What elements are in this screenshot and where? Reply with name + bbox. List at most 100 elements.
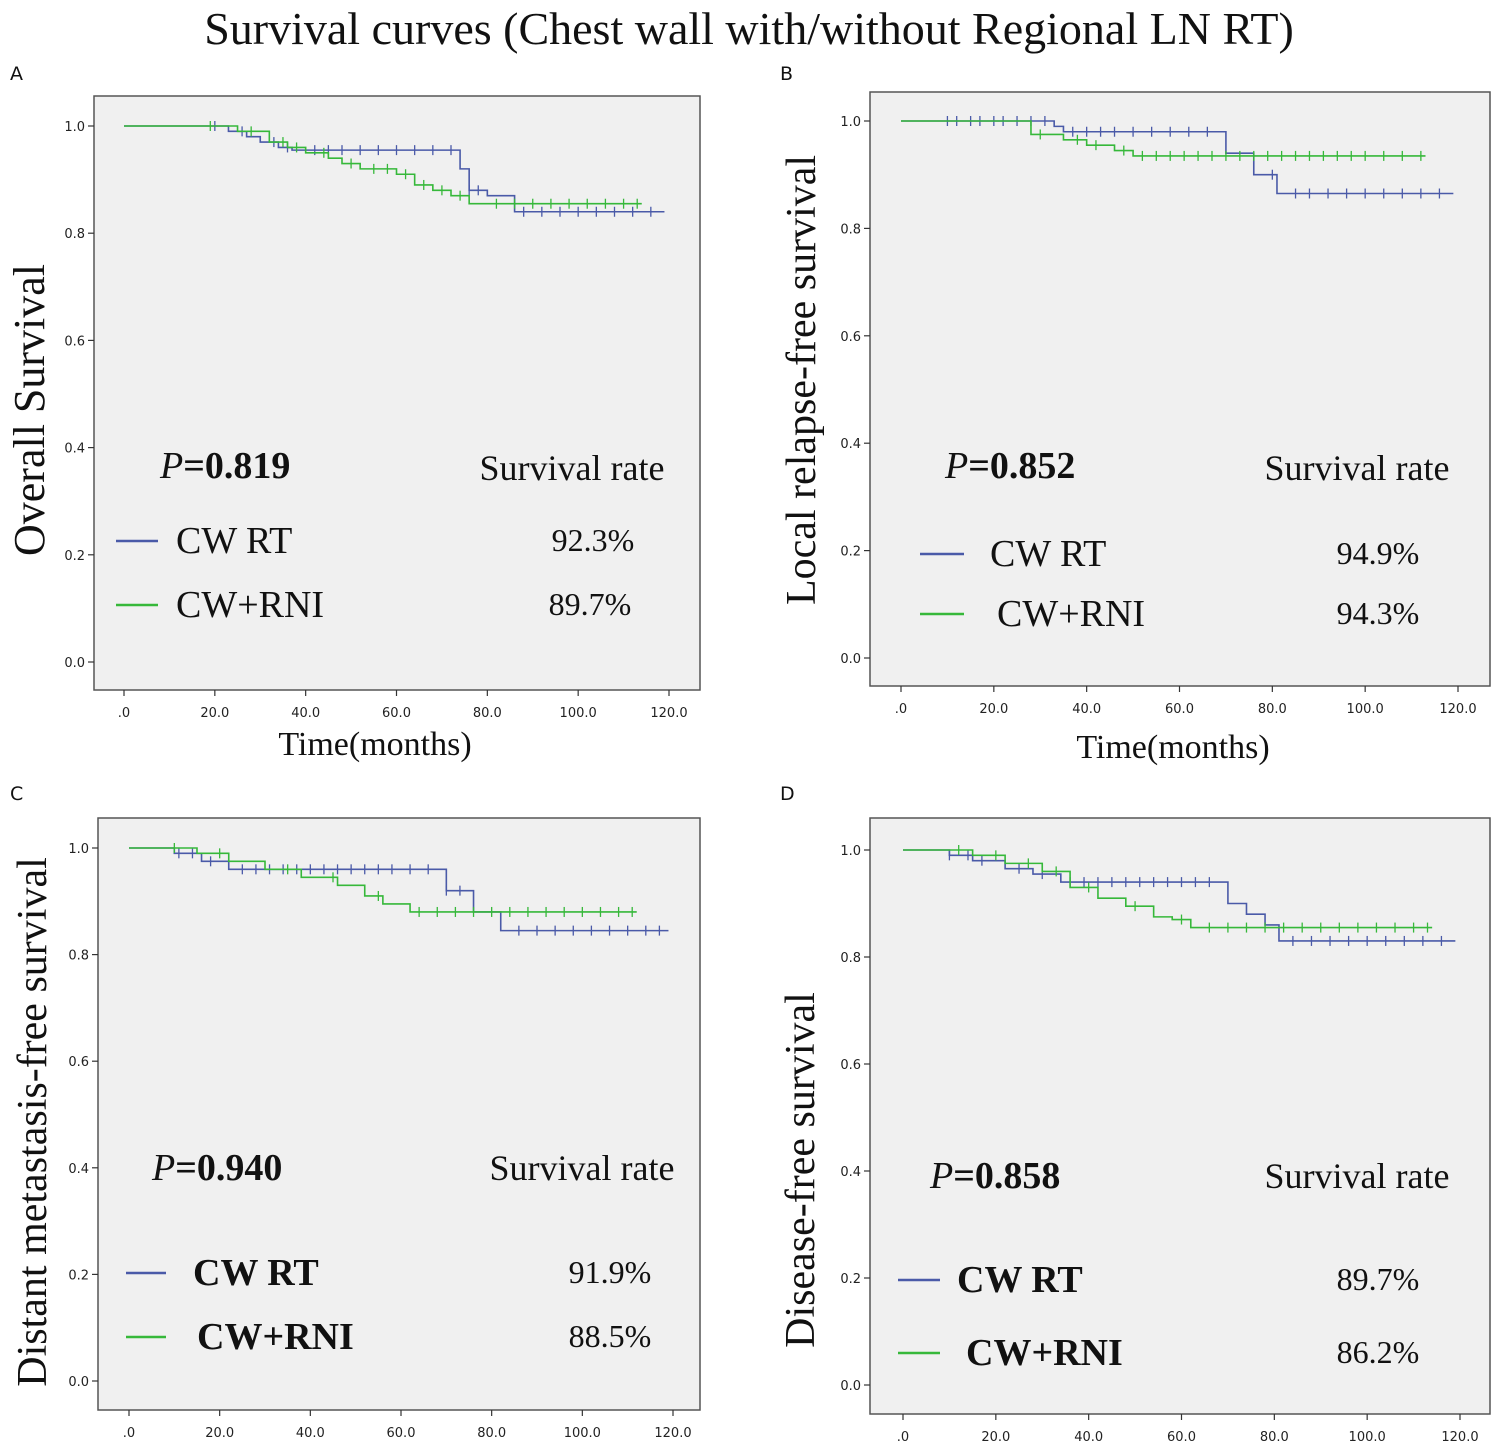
plot-area <box>869 91 1491 687</box>
y-tick-label: 0.6 <box>64 334 85 349</box>
y-tick-label: 0.2 <box>840 545 861 560</box>
x-tick-label: .0 <box>118 706 130 721</box>
x-tick-label: 80.0 <box>1258 702 1287 717</box>
x-axis-label: Time(months) <box>1076 729 1269 766</box>
y-tick-label: 0.8 <box>840 951 861 966</box>
panel-c: C 0.0 0.2 0.4 0.6 0.8 1.0 .0 20.0 40.0 60.0 80.0 100… <box>10 783 701 1441</box>
x-tick-label: 60.0 <box>387 1426 416 1441</box>
panel-d: D 0.0 0.2 0.4 0.6 0.8 1.0 .0 20.0 40.0 60.0 80.0 100… <box>778 783 1491 1445</box>
y-tick-label: 1.0 <box>840 115 861 130</box>
y-tick-label: 1.0 <box>64 120 85 135</box>
y-tick-label: 0.4 <box>68 1162 89 1177</box>
x-tick-label: 20.0 <box>200 706 229 721</box>
legend-label: CW+RNI <box>197 1316 354 1358</box>
y-axis-label: Disease-free survival <box>778 992 824 1348</box>
y-tick-label: 0.0 <box>68 1375 89 1390</box>
panel-letter: D <box>780 783 795 805</box>
panel-letter: C <box>10 783 23 805</box>
y-tick-label: 0.0 <box>840 652 861 667</box>
panel-a: A 0.0 0.2 0.4 0.6 0.8 1.0 .0 20.0 40.0 60.0 80.0 100… <box>5 63 701 763</box>
p-symbol: P <box>159 445 183 487</box>
x-tick-label: 100.0 <box>1347 702 1384 717</box>
x-tick-label: 40.0 <box>1072 702 1101 717</box>
y-tick-label: 1.0 <box>68 842 89 857</box>
plot-area <box>97 817 701 1411</box>
legend-label: CW+RNI <box>997 593 1145 635</box>
y-tick-label: 0.2 <box>68 1268 89 1283</box>
legend-label: CW+RNI <box>966 1332 1123 1374</box>
x-tick-label: 100.0 <box>564 1426 601 1441</box>
legend-label: CW RT <box>176 520 292 562</box>
survival-curve-cw-rt <box>901 120 1454 195</box>
y-axis-label: Overall Survival <box>5 264 54 556</box>
y-tick-label: 0.8 <box>68 949 89 964</box>
x-tick-label: 60.0 <box>382 706 411 721</box>
y-tick-label: 0.4 <box>64 442 85 457</box>
x-tick-label: 60.0 <box>1167 1430 1196 1445</box>
y-axis-label: Distant metastasis-free survival <box>10 857 56 1387</box>
p-value-annotation: P=0.852 <box>944 445 1075 487</box>
legend-label: CW RT <box>990 533 1106 575</box>
p-value: =0.940 <box>175 1147 282 1189</box>
y-tick-label: 0.4 <box>840 1165 861 1180</box>
survival-rate-header: Survival rate <box>480 448 665 488</box>
p-value: =0.819 <box>183 445 290 487</box>
legend-label: CW RT <box>193 1252 319 1294</box>
x-tick-label: .0 <box>897 1430 909 1445</box>
survival-curve-cw-rni <box>901 120 1426 157</box>
p-value: =0.852 <box>968 445 1075 487</box>
y-tick-label: 0.2 <box>840 1272 861 1287</box>
survival-rate-value: 91.9% <box>569 1254 652 1290</box>
x-tick-label: .0 <box>123 1426 135 1441</box>
panel-b: B 0.0 0.2 0.4 0.6 0.8 1.0 .0 20.0 40.0 60.0 80.0 100… <box>779 63 1491 766</box>
survival-rate-header: Survival rate <box>490 1148 675 1188</box>
y-tick-label: 0.0 <box>64 656 85 671</box>
x-tick-label: 40.0 <box>296 1426 325 1441</box>
x-tick-label: 120.0 <box>654 1426 691 1441</box>
p-symbol: P <box>151 1147 175 1189</box>
p-symbol: P <box>944 445 968 487</box>
survival-rate-value: 89.7% <box>1337 1261 1420 1297</box>
x-tick-label: 120.0 <box>650 706 687 721</box>
x-tick-label: 40.0 <box>291 706 320 721</box>
survival-rate-value: 89.7% <box>549 586 632 622</box>
y-tick-label: 0.6 <box>840 1058 861 1073</box>
x-tick-label: 20.0 <box>205 1426 234 1441</box>
x-tick-label: 80.0 <box>1260 1430 1289 1445</box>
survival-rate-value: 94.9% <box>1337 535 1420 571</box>
survival-curve-cw-rni <box>903 849 1433 929</box>
plot-area <box>869 817 1491 1415</box>
y-tick-label: 0.6 <box>840 330 861 345</box>
x-tick-label: 80.0 <box>473 706 502 721</box>
x-tick-label: 40.0 <box>1074 1430 1103 1445</box>
survival-rate-value: 92.3% <box>552 522 635 558</box>
p-value-annotation: P=0.858 <box>929 1155 1060 1197</box>
survival-curve-cw-rt <box>124 125 665 213</box>
p-symbol: P <box>929 1155 953 1197</box>
y-tick-label: 0.0 <box>840 1379 861 1394</box>
x-tick-label: 20.0 <box>981 1430 1010 1445</box>
legend-label: CW+RNI <box>176 584 324 626</box>
y-axis-label: Local relapse-free survival <box>779 155 825 605</box>
panel-letter: A <box>10 63 23 85</box>
survival-rate-value: 88.5% <box>569 1318 652 1354</box>
survival-curve-cw-rni <box>129 847 637 913</box>
p-value-annotation: P=0.940 <box>151 1147 282 1189</box>
x-tick-label: 60.0 <box>1165 702 1194 717</box>
p-value-annotation: P=0.819 <box>159 445 290 487</box>
survival-rate-header: Survival rate <box>1265 1156 1450 1196</box>
y-tick-label: 0.8 <box>64 227 85 242</box>
y-tick-label: 1.0 <box>840 844 861 859</box>
p-value: =0.858 <box>953 1155 1060 1197</box>
panel-letter: B <box>780 63 793 85</box>
survival-rate-header: Survival rate <box>1265 448 1450 488</box>
plot-area <box>93 95 701 691</box>
y-tick-label: 0.8 <box>840 222 861 237</box>
figure-title: Survival curves (Chest wall with/without… <box>204 3 1294 54</box>
x-tick-label: .0 <box>895 702 907 717</box>
x-tick-label: 100.0 <box>1349 1430 1386 1445</box>
survival-rate-value: 94.3% <box>1337 595 1420 631</box>
y-tick-label: 0.2 <box>64 549 85 564</box>
x-tick-label: 20.0 <box>979 702 1008 717</box>
